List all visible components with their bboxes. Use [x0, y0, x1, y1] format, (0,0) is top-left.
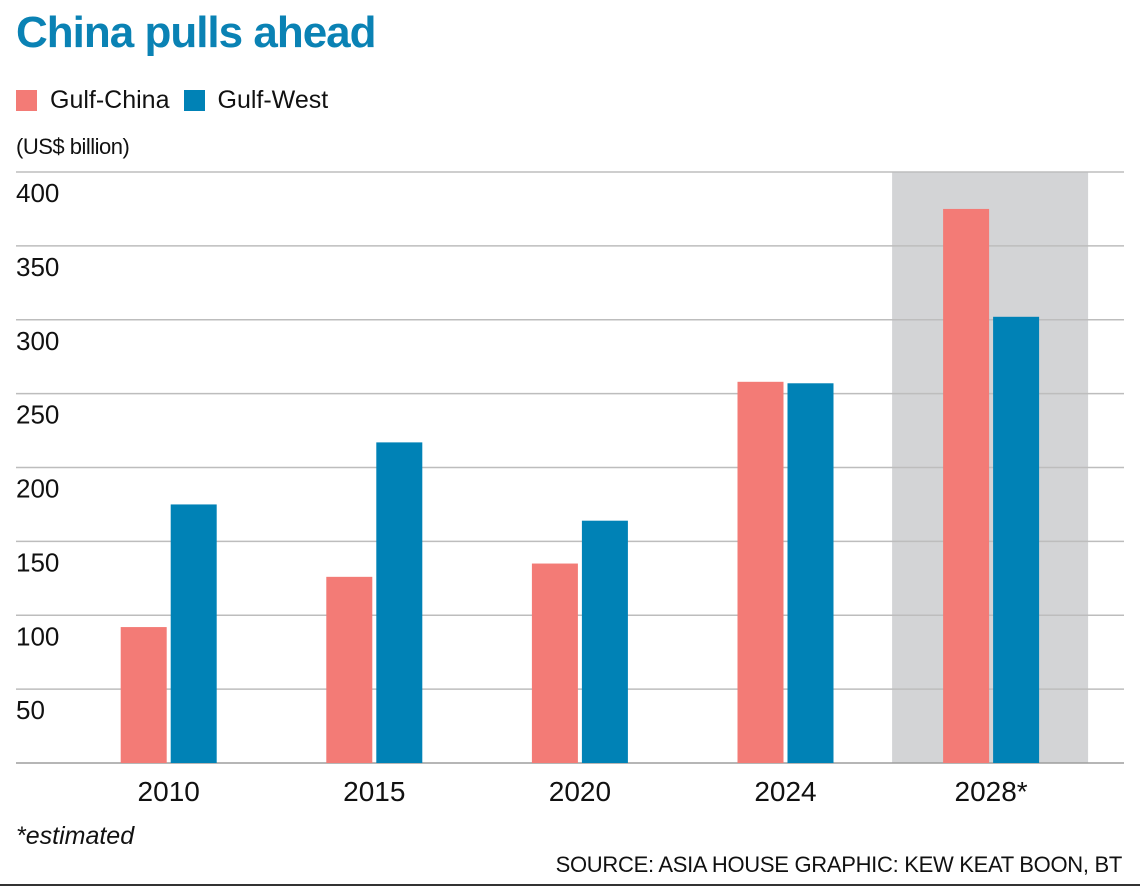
- legend-label: Gulf-China: [50, 86, 170, 114]
- x-tick-label: 2024: [754, 776, 816, 807]
- bottom-rule: [0, 884, 1140, 886]
- y-tick-label: 250: [16, 400, 59, 430]
- bar-gulf-china-2024: [737, 381, 784, 763]
- bar-gulf-west-2020: [581, 520, 628, 763]
- y-tick-label: 50: [16, 695, 45, 725]
- y-tick-label: 150: [16, 547, 59, 577]
- x-tick-label: 2015: [343, 776, 405, 807]
- legend-swatch-gulf-china: [16, 90, 37, 111]
- legend-label: Gulf-West: [217, 86, 329, 114]
- legend-item-gulf-west: Gulf-West: [183, 86, 329, 115]
- bar-gulf-china-2020: [531, 563, 578, 763]
- legend: Gulf-China Gulf-West: [16, 86, 342, 115]
- y-tick-label: 400: [16, 178, 59, 208]
- bar-gulf-west-2015: [376, 442, 423, 763]
- bar-gulf-china-2010: [120, 627, 167, 763]
- page-title: China pulls ahead: [16, 8, 377, 57]
- y-tick-label: 300: [16, 326, 59, 356]
- bar-gulf-west-2010: [170, 504, 217, 763]
- y-axis-unit-label: (US$ billion): [16, 134, 130, 159]
- bar-gulf-west-2028: [993, 316, 1040, 763]
- legend-item-gulf-china: Gulf-China: [16, 86, 170, 115]
- y-tick-label: 200: [16, 474, 59, 504]
- footnote: *estimated: [16, 822, 135, 850]
- x-tick-label: 2028*: [955, 776, 1028, 807]
- legend-swatch-gulf-west: [183, 90, 205, 111]
- x-tick-label: 2010: [138, 776, 200, 807]
- bar-gulf-china-2028: [943, 208, 990, 763]
- bar-gulf-west-2024: [787, 383, 834, 763]
- source-credits: SOURCE: ASIA HOUSE GRAPHIC: KEW KEAT BOO…: [555, 852, 1123, 877]
- bar-gulf-china-2015: [326, 576, 373, 763]
- x-tick-label: 2020: [549, 776, 611, 807]
- y-tick-label: 350: [16, 252, 59, 282]
- y-tick-label: 100: [16, 621, 59, 651]
